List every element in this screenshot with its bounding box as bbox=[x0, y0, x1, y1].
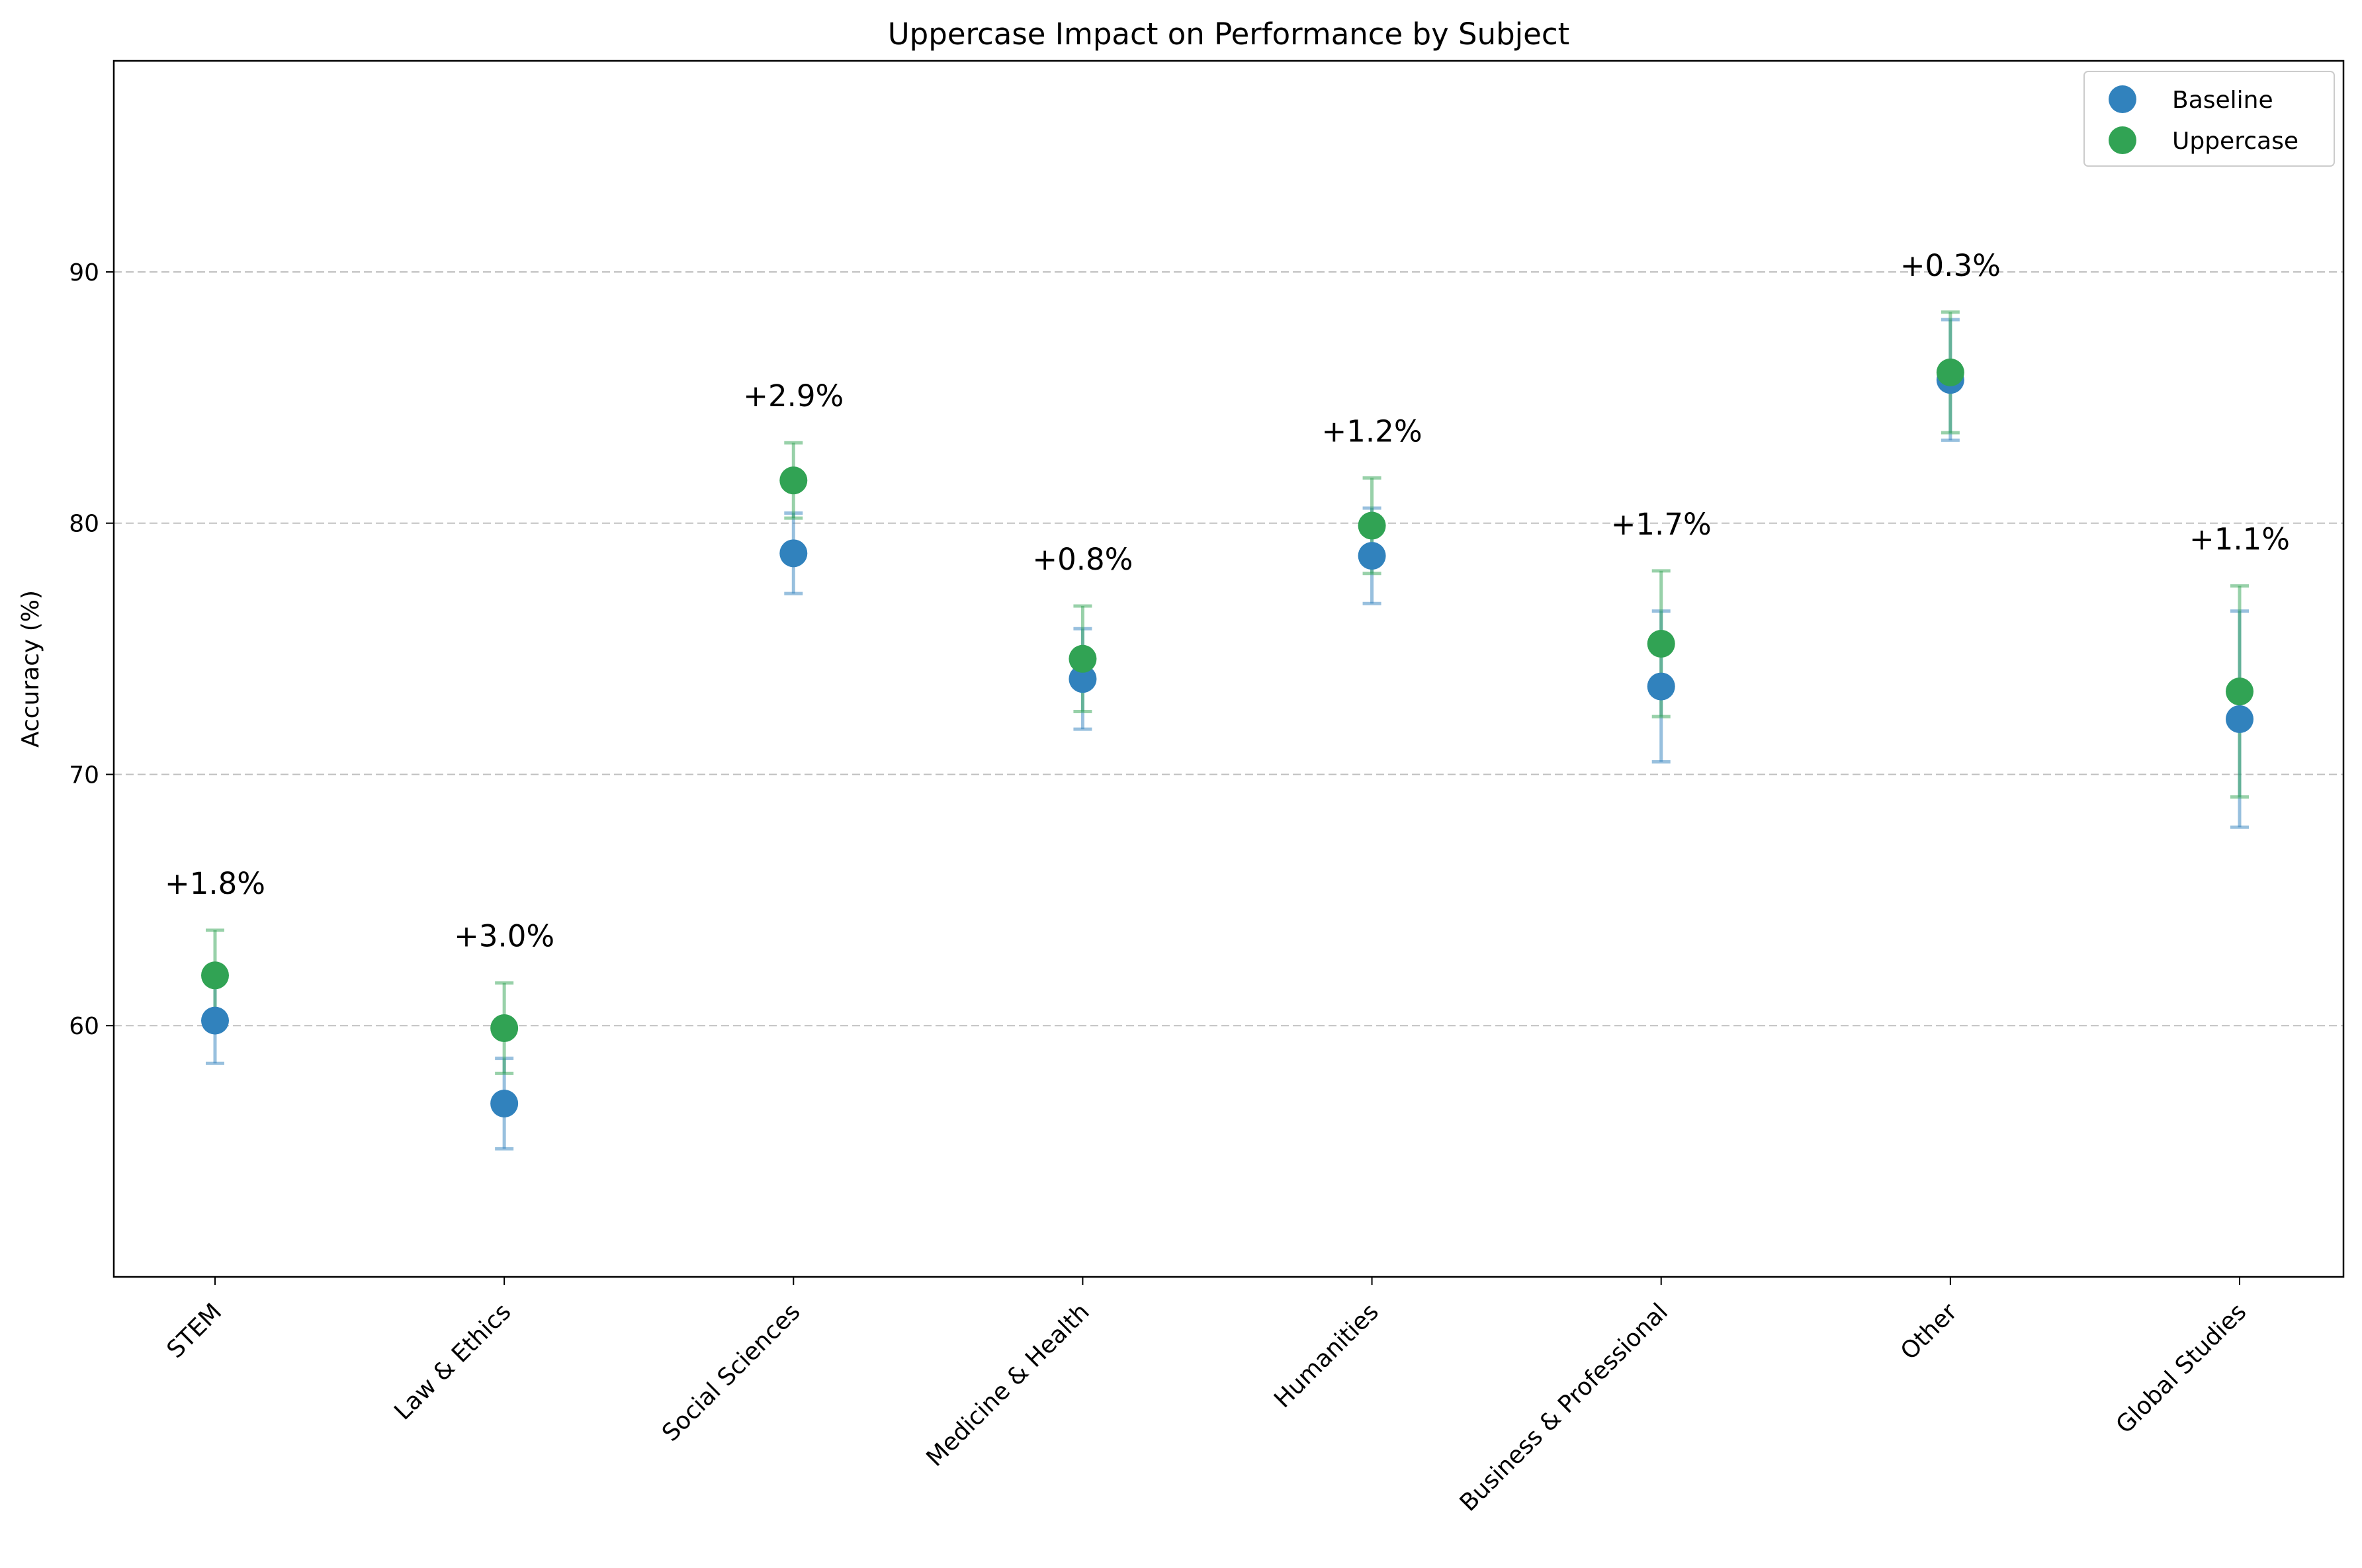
point-layer bbox=[201, 358, 2253, 1117]
legend-label-baseline: Baseline bbox=[2172, 87, 2273, 114]
point-uppercase-1 bbox=[490, 1014, 519, 1043]
legend-label-uppercase: Uppercase bbox=[2172, 128, 2298, 155]
annotation-label-4: +1.2% bbox=[1322, 414, 1422, 449]
annotation-label-0: +1.8% bbox=[165, 866, 265, 901]
annotation-label-3: +0.8% bbox=[1032, 542, 1133, 577]
point-uppercase-3 bbox=[1069, 644, 1097, 673]
y-axis-label: Accuracy (%) bbox=[17, 590, 44, 748]
legend-marker-uppercase bbox=[2109, 126, 2136, 154]
legend: Baseline Uppercase bbox=[2083, 71, 2335, 167]
annotation-layer: +1.8% +3.0% +2.9% +0.8% +1.2% +1.7% +0.3% +1.1% bbox=[165, 248, 2290, 954]
point-baseline-2 bbox=[779, 539, 808, 568]
grid-layer bbox=[114, 271, 2343, 1027]
y-tick-label-60: 60 bbox=[69, 1013, 99, 1040]
annotation-label-6: +0.3% bbox=[1900, 248, 2001, 283]
annotation-label-5: +1.7% bbox=[1611, 507, 1712, 542]
point-baseline-7 bbox=[2226, 705, 2253, 733]
point-uppercase-4 bbox=[1358, 511, 1386, 540]
point-baseline-4 bbox=[1358, 542, 1386, 570]
chart-title: Uppercase Impact on Performance by Subje… bbox=[888, 17, 1570, 52]
plot-frame bbox=[112, 60, 2345, 1278]
point-uppercase-6 bbox=[1936, 358, 1964, 386]
point-baseline-1 bbox=[490, 1089, 519, 1117]
point-uppercase-5 bbox=[1647, 630, 1675, 658]
annotation-label-1: +3.0% bbox=[454, 919, 554, 954]
point-uppercase-2 bbox=[779, 466, 808, 495]
point-uppercase-7 bbox=[2226, 677, 2253, 706]
y-tick-label-80: 80 bbox=[69, 511, 99, 538]
annotation-label-7: +1.1% bbox=[2189, 522, 2290, 557]
y-tick-label-70: 70 bbox=[69, 762, 99, 789]
annotation-label-2: +2.9% bbox=[743, 378, 844, 414]
point-uppercase-0 bbox=[201, 961, 229, 990]
legend-box bbox=[2083, 71, 2335, 167]
point-baseline-0 bbox=[201, 1006, 229, 1035]
legend-marker-baseline bbox=[2109, 85, 2136, 113]
point-baseline-5 bbox=[1647, 672, 1675, 701]
point-baseline-3 bbox=[1069, 665, 1097, 693]
y-tick-label-90: 90 bbox=[69, 259, 99, 286]
